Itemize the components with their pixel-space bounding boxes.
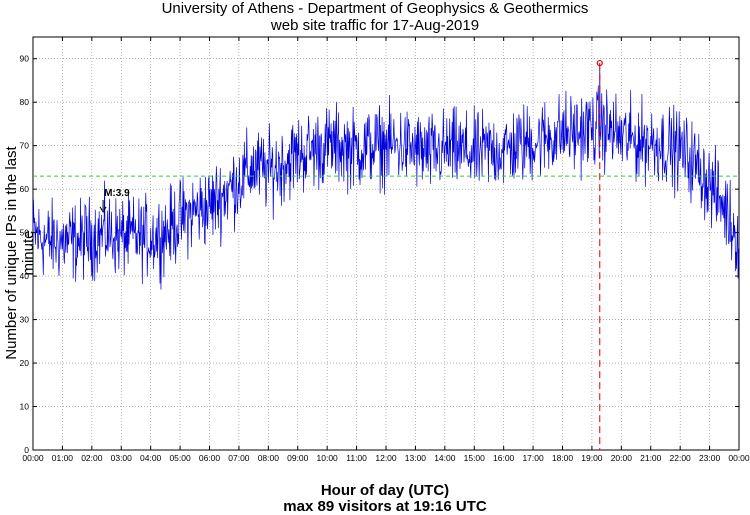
x-tick-label: 23:00 [699,453,721,463]
x-tick-label: 06:00 [199,453,221,463]
annotation-label: M:3.9 [104,188,130,199]
x-tick-label: 12:00 [375,453,397,463]
x-tick-label: 22:00 [670,453,692,463]
chart-caption: max 89 visitors at 19:16 UTC [283,498,487,515]
x-tick-label: 08:00 [258,453,280,463]
max-marker-point [596,59,603,67]
chart-title: University of Athens - Department of Geo… [161,0,589,17]
x-tick-label: 10:00 [317,453,339,463]
x-tick-label: 21:00 [640,453,662,463]
x-tick-label: 07:00 [228,453,250,463]
annotation-arrow-head [99,206,107,213]
x-tick-label: 04:00 [140,453,162,463]
x-tick-label: 05:00 [169,453,191,463]
y-tick-label: 30 [20,315,30,325]
y-tick-label: 50 [20,228,30,238]
x-tick-label: 14:00 [434,453,456,463]
x-tick-label: 03:00 [111,453,133,463]
y-tick-label: 0 [24,445,29,455]
y-tick-label: 10 [20,402,30,412]
x-tick-label: 01:00 [52,453,74,463]
x-tick-label: 15:00 [464,453,486,463]
x-tick-label: 09:00 [287,453,309,463]
x-tick-label: 02:00 [81,453,103,463]
y-tick-label: 70 [20,141,30,151]
chart-subtitle: web site traffic for 17-Aug-2019 [270,17,480,34]
y-tick-label: 60 [20,184,30,194]
x-tick-label: 17:00 [522,453,544,463]
x-tick-label: 00:00 [728,453,750,463]
x-tick-label: 13:00 [405,453,427,463]
x-tick-label: 18:00 [552,453,574,463]
y-tick-label: 80 [20,97,30,107]
traffic-series-line [32,63,740,290]
x-tick-label: 00:00 [22,453,44,463]
x-tick-label: 11:00 [346,453,367,463]
x-axis-label: Hour of day (UTC) [320,482,450,499]
y-tick-label: 90 [20,54,30,64]
y-tick-label: 40 [20,271,30,281]
x-tick-label: 20:00 [611,453,633,463]
y-tick-label: 20 [20,358,30,368]
x-tick-label: 16:00 [493,453,515,463]
x-tick-label: 19:00 [581,453,603,463]
